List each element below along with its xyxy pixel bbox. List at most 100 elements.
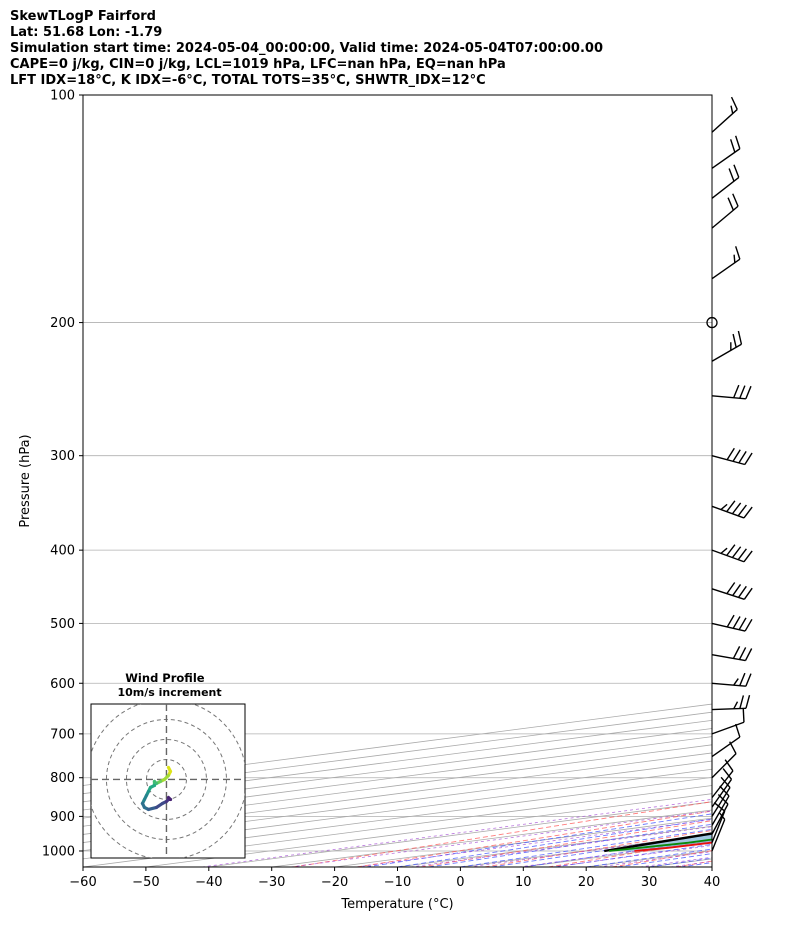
dry-adiabat xyxy=(740,95,794,867)
wind-barb-flag xyxy=(720,776,731,789)
x-tick-label: 40 xyxy=(704,875,721,890)
y-tick-label: 100 xyxy=(50,89,75,104)
wind-barb-flag xyxy=(727,197,735,211)
wind-barb-staff xyxy=(711,343,742,362)
x-tick-label: −30 xyxy=(258,875,285,890)
wind-barb-staff xyxy=(711,588,745,600)
wind-barb xyxy=(711,614,753,632)
x-tick-label: −10 xyxy=(384,875,411,890)
wind-barb xyxy=(711,500,753,519)
wind-barb-flag xyxy=(720,503,728,511)
wind-barb-flag xyxy=(744,618,753,632)
hodograph-segment xyxy=(166,795,173,802)
wind-barb xyxy=(711,672,752,687)
wind-barb-flag xyxy=(739,672,746,686)
wind-barb xyxy=(711,384,752,400)
title-times: Simulation start time: 2024-05-04_00:00:… xyxy=(10,41,603,56)
temperature-profile-line xyxy=(634,841,712,852)
wind-barb-flag xyxy=(745,695,751,709)
wind-barb-flag xyxy=(732,333,737,348)
wind-barb xyxy=(711,96,738,133)
dry-adiabat xyxy=(484,830,712,867)
wind-barb xyxy=(711,785,730,826)
wind-barb xyxy=(711,193,739,229)
wind-barb-flag xyxy=(731,546,742,559)
hodograph-subtitle: 10m/s increment xyxy=(117,686,221,699)
moist-adiabat xyxy=(428,823,712,867)
wind-barb-staff xyxy=(711,108,738,133)
wind-barb xyxy=(711,708,745,735)
y-tick-label: 200 xyxy=(50,316,75,331)
wind-barb-flag xyxy=(732,646,741,659)
wind-barb-staff xyxy=(711,770,734,799)
wind-barb xyxy=(711,695,751,711)
wind-barb xyxy=(711,582,753,600)
wind-barb-flag xyxy=(730,96,738,110)
wind-barb-flag xyxy=(732,449,741,462)
wind-barb-flag xyxy=(726,500,736,513)
wind-barb-staff xyxy=(711,176,740,199)
moist-adiabat xyxy=(680,862,712,867)
moist-adiabat xyxy=(711,866,712,867)
wind-barb-staff xyxy=(711,258,741,280)
moist-adiabat xyxy=(744,95,794,867)
wind-barb-flag xyxy=(713,802,726,812)
profile-layer xyxy=(604,832,712,853)
wind-barb-flag xyxy=(744,452,753,465)
wind-barb-flag xyxy=(743,550,753,563)
wind-barb-flag xyxy=(735,135,741,149)
y-tick-label: 500 xyxy=(50,617,75,632)
moist-adiabat xyxy=(523,839,712,867)
wind-barb-staff xyxy=(711,549,745,563)
wind-barb-flag xyxy=(732,616,741,629)
wind-barb-flag xyxy=(733,701,739,710)
cin-shaded-area xyxy=(604,833,712,851)
y-tick-label: 900 xyxy=(50,810,75,825)
wind-barb-flag xyxy=(738,451,747,464)
wind-barb xyxy=(711,164,740,199)
mixing-ratio-line xyxy=(598,851,712,867)
wind-barb-flag xyxy=(732,193,739,207)
background-lines xyxy=(83,95,794,867)
isotherm-line xyxy=(460,834,712,867)
wind-barb xyxy=(711,723,741,758)
wind-barb-flag xyxy=(745,385,752,400)
mixing-ratio-line xyxy=(518,840,712,867)
wind-barb-flag xyxy=(739,385,746,399)
wind-barb xyxy=(711,802,726,843)
wind-barb-staff xyxy=(711,753,737,779)
wind-barb-staff xyxy=(711,505,745,519)
wind-barb-flag xyxy=(745,673,752,687)
wind-barb xyxy=(711,646,753,662)
wind-barb-flag xyxy=(731,502,742,515)
wind-barb xyxy=(711,768,733,808)
parcel-profile-line xyxy=(604,832,712,853)
y-tick-label: 400 xyxy=(50,544,75,559)
wind-barb-flag xyxy=(737,548,747,561)
mixing-ratio-line xyxy=(201,798,712,867)
wind-barb xyxy=(711,330,743,362)
wind-barb-flag xyxy=(729,139,736,153)
wind-barb-flag xyxy=(737,330,743,345)
wind-barb-flag xyxy=(742,708,745,723)
isotherm-line xyxy=(334,817,712,867)
wind-barb xyxy=(706,316,718,329)
wind-barb-flag xyxy=(732,584,742,596)
dry-adiabat xyxy=(612,850,712,867)
moist-adiabat xyxy=(554,843,712,867)
moist-adiabat xyxy=(649,857,712,867)
wind-barb xyxy=(711,246,741,280)
wind-barb-flag xyxy=(735,246,741,260)
dry-adiabat xyxy=(293,801,712,867)
wind-barb xyxy=(711,812,726,852)
wind-barb-flag xyxy=(743,506,753,519)
moist-adiabat xyxy=(366,813,712,867)
x-tick-label: 0 xyxy=(456,875,464,890)
wind-barb-staff xyxy=(711,810,726,843)
isotherm-line xyxy=(208,801,712,867)
title-indices-1: CAPE=0 j/kg, CIN=0 j/kg, LCL=1019 hPa, L… xyxy=(10,57,506,72)
x-tick-label: 30 xyxy=(641,875,658,890)
